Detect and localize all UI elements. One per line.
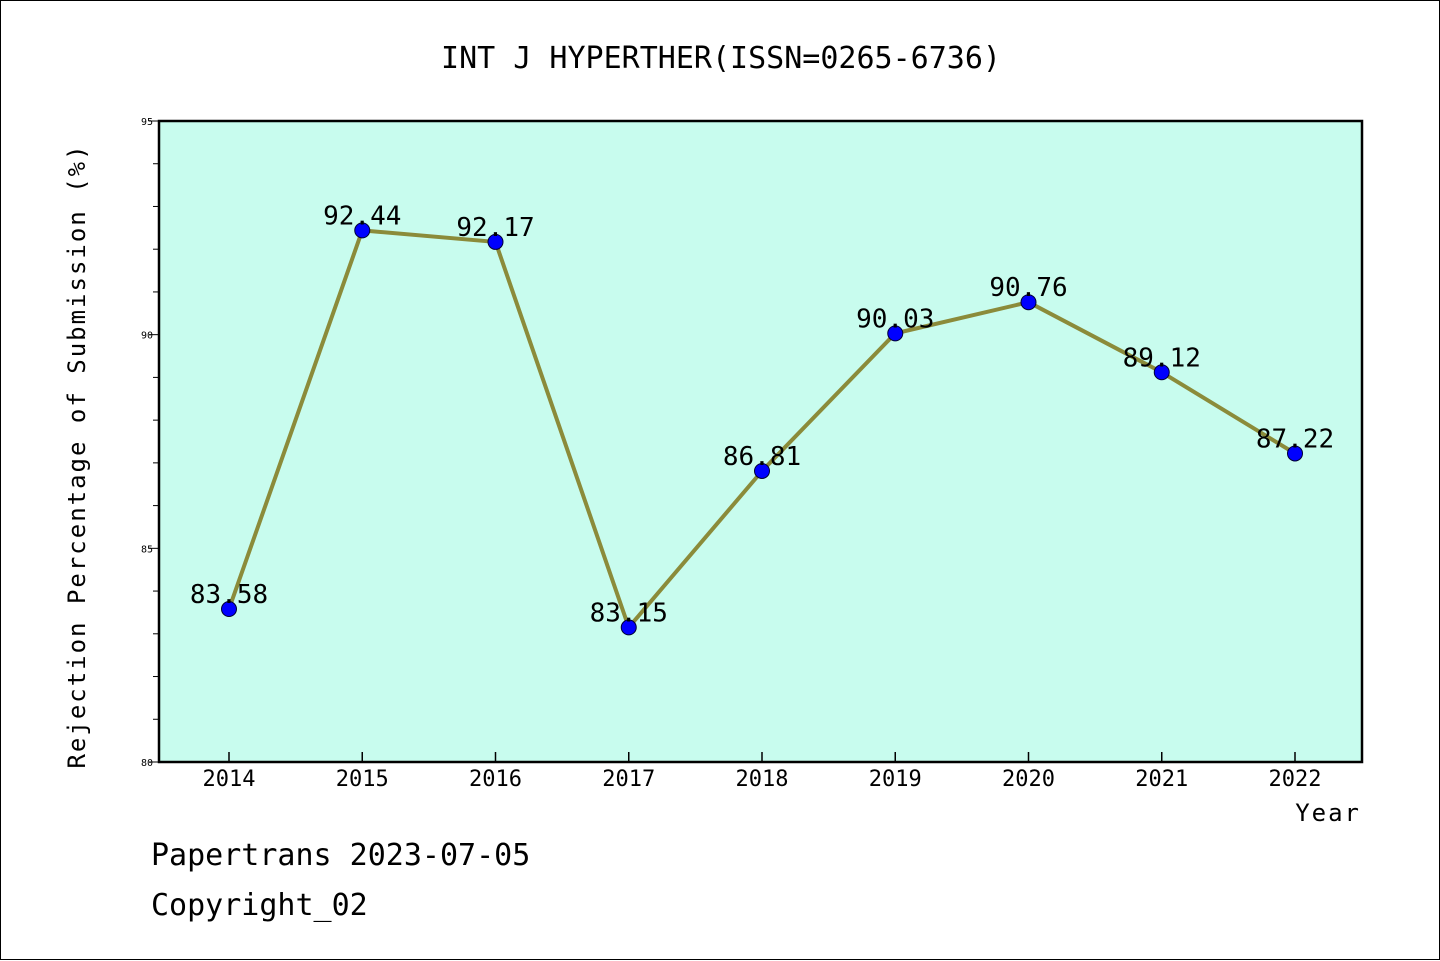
x-tick-label: 2022 <box>1269 767 1322 792</box>
chart-title: INT J HYPERTHER(ISSN=0265-6736) <box>441 41 1001 76</box>
data-label: 83.58 <box>190 580 268 610</box>
data-label: 86.81 <box>723 442 801 472</box>
data-label: 92.17 <box>456 213 534 243</box>
x-tick-label: 2016 <box>469 767 522 792</box>
x-tick-label: 2015 <box>336 767 389 792</box>
x-tick-label: 2020 <box>1002 767 1055 792</box>
series-layer <box>221 222 1303 636</box>
data-point <box>354 222 371 239</box>
data-labels: 83.58 92.44 92.17 83.15 86.81 90.03 90.76 89.12… <box>190 201 1334 628</box>
data-label: 92.44 <box>323 201 401 231</box>
y-axis-ticks: 80 85 90 95 <box>141 117 159 769</box>
y-axis-label: Rejection Percentage of Submission (%) <box>63 143 91 768</box>
data-point <box>1287 445 1303 462</box>
plot-border <box>157 119 1364 764</box>
x-tick-label: 2018 <box>736 767 789 792</box>
data-point <box>754 462 770 479</box>
data-label: 83.15 <box>590 598 668 628</box>
y-tick-label: 95 <box>141 117 153 128</box>
y-tick-label: 85 <box>141 544 153 555</box>
x-tick-label: 2019 <box>869 767 922 792</box>
x-tick-label: 2017 <box>602 767 655 792</box>
data-point <box>487 233 504 250</box>
footer-source: Papertrans 2023-07-05 <box>151 838 530 873</box>
y-tick-label: 80 <box>141 758 153 769</box>
footer-copyright: Copyright_02 <box>151 888 368 923</box>
data-point <box>1020 294 1037 311</box>
x-tick-label: 2021 <box>1135 767 1188 792</box>
data-label: 90.03 <box>856 304 934 334</box>
data-point <box>1153 364 1170 381</box>
data-point <box>221 601 237 618</box>
data-label: 87.22 <box>1256 424 1334 454</box>
data-label: 90.76 <box>989 273 1067 303</box>
data-point <box>887 325 904 342</box>
x-tick-label: 2014 <box>203 767 256 792</box>
y-tick-label: 90 <box>141 331 153 342</box>
data-label: 89.12 <box>1123 343 1201 373</box>
data-point <box>620 619 637 636</box>
x-axis-ticks: 2014 2015 2016 2017 2018 2019 2020 2021 2022 <box>203 752 1322 792</box>
x-axis-label: Year <box>1295 799 1361 827</box>
